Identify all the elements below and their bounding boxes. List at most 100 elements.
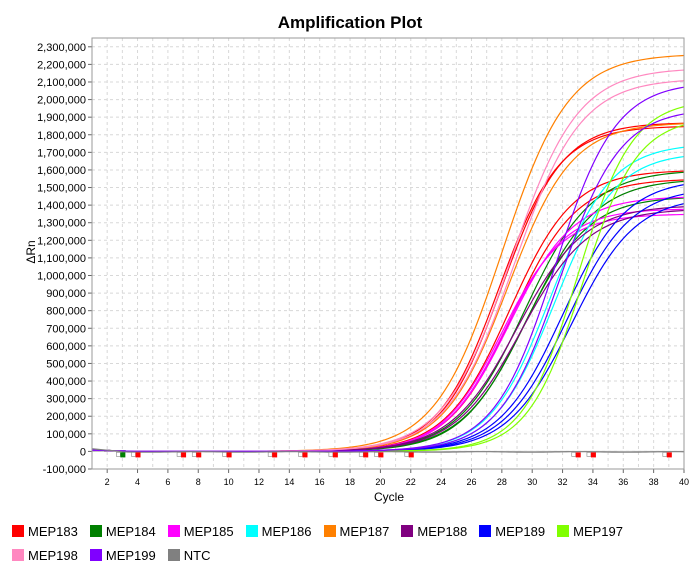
baseline-marker-box: [358, 452, 364, 457]
series-mep183: [91, 122, 685, 453]
legend-swatch: [167, 549, 180, 561]
x-tick-label: 20: [375, 477, 385, 487]
legend-label: MEP185: [183, 523, 234, 539]
baseline-marker-box: [222, 452, 227, 457]
y-tick-label: 1,800,000: [37, 130, 86, 142]
baseline-marker-box: [191, 452, 197, 457]
x-tick-label: 8: [196, 477, 201, 487]
legend-label: MEP189: [495, 523, 546, 539]
baseline-marker-box: [404, 452, 410, 457]
baseline-marker-box: [267, 452, 273, 457]
legend-row: MEP183 MEP184 MEP185 MEP186 MEP187 MEP188 MEP1…: [12, 519, 692, 543]
baseline-marker: [332, 452, 338, 458]
baseline-marker-box: [328, 452, 334, 457]
chart-svg: Amplification Plot ΔRn Cycle -100,000 0 10…: [24, 13, 689, 504]
y-tick-label: 700,000: [46, 323, 86, 335]
legend-label: MEP197: [573, 523, 623, 539]
legend-swatch: [167, 525, 180, 537]
baseline-marker: [272, 452, 278, 458]
y-tick-label: 1,900,000: [37, 112, 86, 124]
y-tick-label: 300,000: [46, 394, 86, 406]
legend-swatch: [89, 549, 102, 561]
y-tick-label: 1,600,000: [37, 165, 86, 177]
baseline-marker: [575, 452, 581, 458]
x-tick-label: 38: [649, 477, 659, 487]
curve-mep198-1: [91, 69, 685, 452]
y-tick-label: 1,200,000: [37, 235, 86, 247]
x-tick-label: 22: [406, 477, 416, 487]
y-tick-label: 500,000: [46, 358, 86, 370]
legend-label: NTC: [183, 547, 211, 563]
series-mep187: [91, 54, 685, 453]
baseline-marker-box: [131, 452, 136, 457]
baseline-marker: [302, 452, 308, 458]
legend-swatch: [245, 525, 258, 537]
x-tick-label: 30: [527, 477, 537, 487]
curve-mep186-1: [91, 146, 685, 453]
y-tick-label: 2,300,000: [37, 42, 86, 54]
y-tick-label: 2,200,000: [37, 59, 86, 71]
y-tick-label: 400,000: [46, 376, 86, 388]
legend-item-mep187: MEP187: [323, 523, 390, 539]
legend-item-mep189: MEP189: [479, 524, 545, 539]
x-tick-label: 40: [679, 477, 689, 487]
x-tick-label: 6: [165, 477, 170, 487]
y-tick-label: 900,000: [46, 288, 86, 300]
baseline-marker: [226, 452, 232, 458]
series-mep198: [91, 69, 685, 452]
series-mep185: [91, 196, 685, 453]
y-tick-label: -100,000: [43, 464, 86, 476]
legend-row: MEP198 MEP199 NTC: [12, 543, 692, 567]
chart-legend: MEP183 MEP184 MEP185 MEP186 MEP187 MEP188 MEP1…: [12, 519, 692, 567]
y-tick-label: 600,000: [46, 341, 86, 353]
legend-swatch: [479, 525, 492, 537]
legend-swatch: [12, 549, 24, 561]
legend-label: MEP188: [417, 523, 468, 539]
y-tick-label: 200,000: [46, 411, 86, 423]
baseline-marker: [120, 452, 126, 458]
curve-mep184-3: [91, 197, 685, 453]
legend-item-mep186: MEP186: [245, 523, 312, 539]
curve-mep183-1: [91, 122, 685, 453]
y-tick-label: 1,300,000: [37, 218, 86, 230]
x-tick-label: 10: [224, 477, 234, 487]
x-tick-label: 16: [315, 477, 325, 487]
x-tick-label: 32: [558, 477, 568, 487]
legend-item-mep183: MEP183: [12, 524, 78, 539]
baseline-marker: [363, 452, 369, 458]
baseline-marker-box: [374, 452, 379, 457]
x-tick-label: 26: [466, 477, 476, 487]
legend-label: MEP187: [339, 523, 390, 539]
series-mep188: [91, 206, 685, 453]
baseline-marker-box: [298, 452, 303, 457]
y-axis-ticks: -100,000 0 100,000 200,000 300,000 400,000 500…: [37, 42, 92, 476]
x-axis-ticks: 2 4 6 8 10 12 14 16 18 20 22 24 26 28 30 32 34 36 38 40: [105, 469, 689, 487]
x-tick-label: 28: [497, 477, 507, 487]
legend-swatch: [323, 525, 336, 537]
x-tick-label: 14: [284, 477, 294, 487]
y-tick-label: 1,400,000: [37, 200, 86, 212]
chart-title: Amplification Plot: [278, 13, 423, 32]
legend-swatch: [89, 525, 102, 537]
legend-label: MEP199: [105, 547, 156, 563]
x-tick-label: 36: [618, 477, 628, 487]
legend-label: MEP186: [261, 523, 312, 539]
baseline-marker-box: [116, 452, 121, 457]
curve-mep187-2: [91, 123, 685, 453]
y-tick-label: 800,000: [46, 306, 86, 318]
legend-item-mep185: MEP185: [167, 523, 234, 539]
curve-ntc-1: [91, 448, 685, 453]
x-tick-label: 18: [345, 477, 355, 487]
x-tick-label: 12: [254, 477, 264, 487]
baseline-marker: [378, 452, 384, 458]
x-axis-label: Cycle: [374, 490, 404, 504]
legend-item-mep197: MEP197: [557, 524, 623, 539]
baseline-marker: [196, 452, 202, 458]
x-tick-label: 4: [135, 477, 140, 487]
baseline-marker: [135, 452, 141, 458]
curve-mep183-2: [91, 126, 685, 453]
baseline-marker-box: [662, 452, 668, 457]
x-tick-label: 24: [436, 477, 446, 487]
y-tick-label: 2,100,000: [37, 77, 86, 89]
x-tick-label: 34: [588, 477, 598, 487]
